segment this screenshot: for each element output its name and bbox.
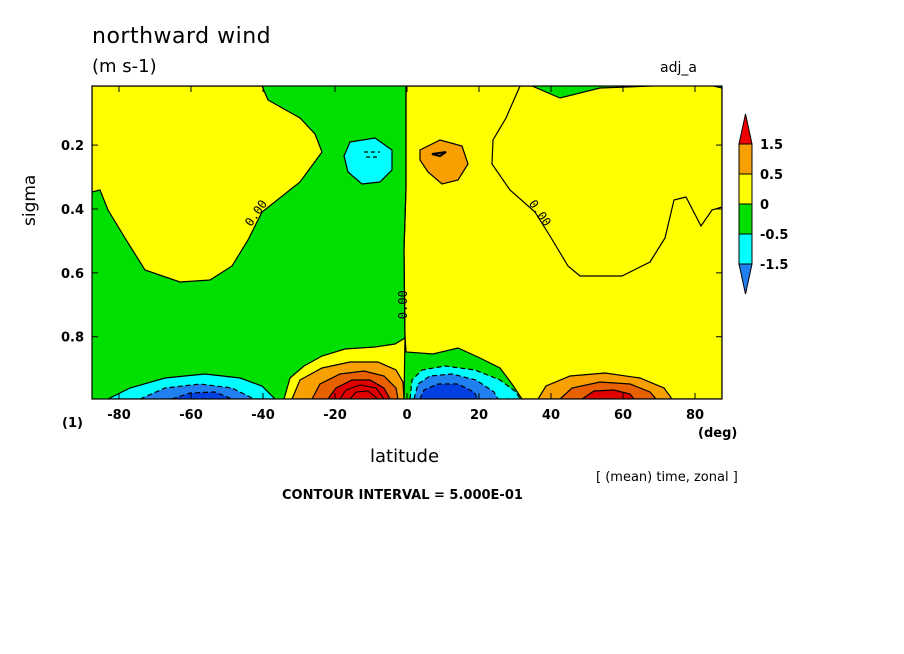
contour-line-label: 0.00	[396, 290, 410, 319]
y-axis-ticks: 0.2 0.4 0.6 0.8	[61, 139, 722, 346]
chart-units: (m s-1)	[92, 56, 157, 77]
legend-level-label: 0	[760, 198, 769, 213]
x-tick-label: -80	[107, 408, 131, 423]
y-tick-label: 0.4	[61, 203, 84, 218]
legend-swatch	[738, 203, 753, 235]
positive-region-nh	[403, 86, 722, 399]
x-tick-label: 20	[470, 408, 488, 423]
legend-swatch	[738, 173, 753, 205]
legend-swatch	[738, 113, 753, 145]
color-legend: 1.5 0.5 0 -0.5 -1.5	[738, 113, 788, 295]
x-tick-label: 80	[686, 408, 704, 423]
negative-cell-sh-surface-core	[171, 391, 233, 399]
contour-interval: CONTOUR INTERVAL = 5.000E-01	[282, 488, 523, 503]
averaging-note: [ (mean) time, zonal ]	[596, 470, 738, 485]
positive-cell-sh-surface-rings	[339, 384, 385, 399]
positive-region-sh	[92, 86, 323, 283]
x-tick-label: 60	[614, 408, 632, 423]
legend-level-label: -0.5	[760, 228, 788, 243]
x-tick-label: -40	[251, 408, 275, 423]
chart-title: northward wind	[92, 24, 272, 49]
zero-contour-equator	[403, 86, 407, 353]
level-note: (1)	[62, 416, 83, 431]
x-tick-label: 0	[402, 408, 411, 423]
legend-swatch	[738, 233, 753, 265]
legend-level-label: 0.5	[760, 168, 783, 183]
positive-cell-nh-surface-core	[580, 389, 635, 399]
run-name: adj_a	[660, 60, 697, 76]
y-tick-label: 0.6	[61, 267, 84, 282]
negative-cell-sh-surface-inner	[139, 383, 255, 399]
negative-cell-upper-core	[364, 151, 380, 158]
legend-swatch	[738, 143, 753, 175]
negative-cell-nh-surface-core	[419, 383, 479, 399]
x-axis-label: latitude	[370, 446, 440, 467]
x-axis-ticks: -80 -60 -40 -20 0 20 40 60 80	[107, 86, 704, 423]
x-tick-label: -20	[323, 408, 347, 423]
x-axis-unit: (deg)	[698, 426, 738, 441]
y-tick-label: 0.2	[61, 139, 84, 154]
legend-level-label: 1.5	[760, 138, 783, 153]
legend-swatch	[738, 263, 753, 295]
positive-cell-upper-core	[431, 151, 447, 158]
negative-cell-upper	[343, 137, 393, 185]
y-tick-label: 0.8	[61, 331, 84, 346]
x-tick-label: -60	[179, 408, 203, 423]
x-tick-label: 40	[542, 408, 560, 423]
positive-cell-upper	[419, 139, 469, 185]
plot-area	[92, 86, 722, 399]
legend-level-label: -1.5	[760, 258, 788, 273]
